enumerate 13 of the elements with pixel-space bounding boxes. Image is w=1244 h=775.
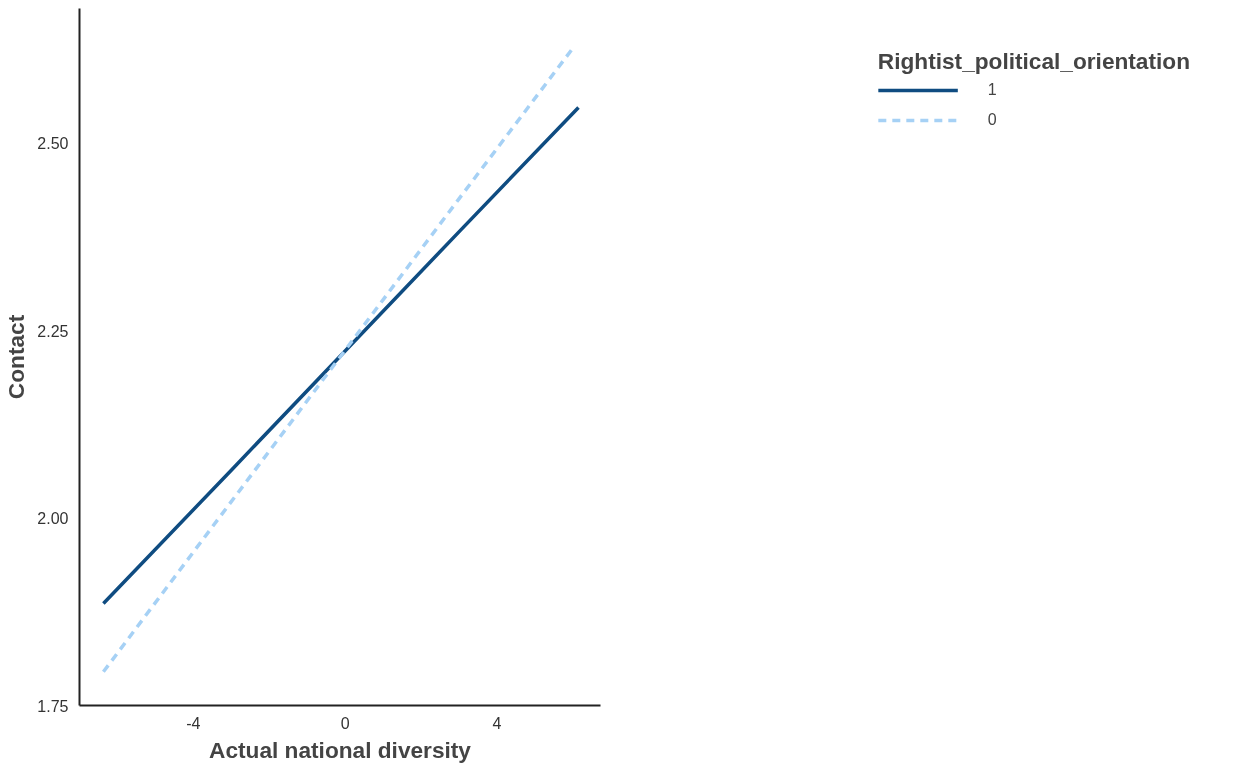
legend-title: Rightist_political_orientation [877,48,1190,75]
y-tick-label: 2.00 [37,510,69,528]
x-tick-label: 4 [492,714,502,732]
y-axis-title: Contact [3,314,30,400]
line-series [101,105,581,606]
y-tick-label: 2.50 [37,135,69,153]
y-tick-label: 1.75 [37,697,69,715]
legend-label: 1 [987,81,998,99]
x-axis-title: Actual national diversity [209,736,472,763]
x-tick-label: -4 [186,714,201,732]
legend-label: 0 [987,111,998,129]
x-tick-label: 0 [340,714,350,732]
y-tick-label: 2.25 [37,322,69,340]
